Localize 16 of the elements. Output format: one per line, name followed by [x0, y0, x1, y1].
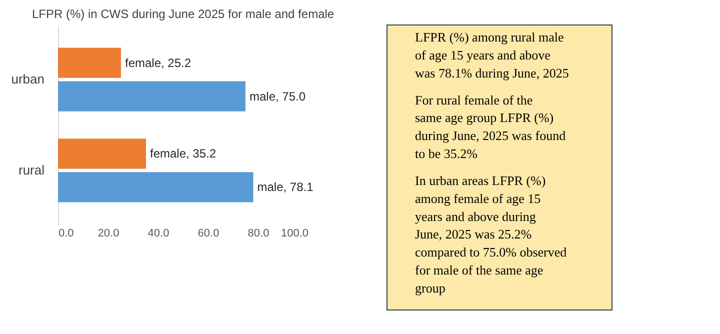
data-label: female, 35.2 — [150, 146, 216, 161]
text: For rural female of the same age group LFPR (%) during June, 2025 was found to be 35.2% — [415, 92, 566, 162]
data-label: female, 25.2 — [125, 56, 192, 70]
y-tick-label: urban — [11, 72, 44, 87]
x-tick-label: 0.0 — [58, 228, 74, 240]
x-tick-label: 80.0 — [248, 228, 270, 240]
data-label: male, 78.1 — [257, 180, 314, 194]
x-tick-label: 100.0 — [280, 228, 308, 240]
x-tick-label: 40.0 — [148, 228, 170, 240]
y-tick-label: rural — [18, 162, 45, 178]
x-tick-label: 20.0 — [98, 228, 120, 240]
text: In urban areas LFPR (%) among female of age 15 years and above during June, 2025 was 25.2% compared to 75.0% observed for male of the same age group — [415, 172, 568, 296]
data-label: male, 75.0 — [250, 89, 306, 104]
text: LFPR (%) among rural male of age 15 years and above was 78.1% during June, 2025 — [415, 30, 569, 80]
chart-title: LFPR (%) in CWS during June 2025 for male and female — [32, 7, 334, 21]
x-tick-label: 60.0 — [198, 228, 220, 240]
